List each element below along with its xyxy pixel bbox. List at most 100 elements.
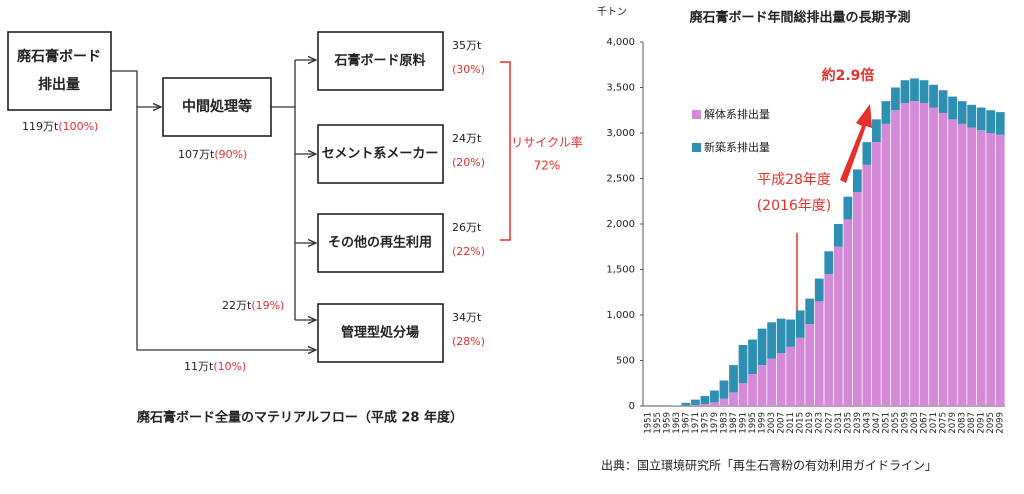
amount: 119万t: [22, 120, 59, 133]
node-label: 中間処理等: [182, 98, 252, 115]
x-tick-label: 1979: [710, 412, 720, 434]
x-tick-label: 2023: [815, 412, 825, 434]
x-tick-label: 1963: [672, 412, 682, 434]
x-tick-label: 2039: [853, 412, 863, 434]
node-box: [162, 77, 272, 137]
amount: 107万t: [178, 148, 215, 161]
node-label: 廃石膏ボード: [17, 48, 101, 65]
legend-swatch: [692, 143, 701, 152]
x-tick-label: 2019: [805, 412, 815, 434]
bar-segment: [929, 107, 938, 407]
flow-diagram: 廃石膏ボード 排出量 119万t(100%) 中間処理等 107万t(90%) …: [7, 31, 583, 426]
bar-segment: [948, 96, 957, 120]
bar-segment: [833, 246, 843, 406]
bar-segment: [910, 101, 919, 407]
x-tick-label: 2011: [786, 412, 796, 434]
x-tick-label: 1971: [691, 412, 701, 434]
output-nodes: 石膏ボード原料 35万t (30%) セメント系メーカー 24万t (20%) その他の再生…: [317, 31, 485, 363]
bar-segment: [910, 78, 919, 102]
x-tick-label: 1955: [653, 412, 663, 434]
bar-segment: [757, 365, 767, 406]
flow-label: 11万t(10%): [184, 360, 246, 373]
share: (19%): [251, 299, 284, 312]
recycle-value: 72%: [534, 159, 561, 173]
bar-segment: [691, 399, 700, 406]
bar-segment: [957, 101, 967, 124]
y-unit: 千トン: [597, 6, 627, 18]
x-tick-label: 2095: [986, 412, 996, 434]
bar-segment: [814, 278, 824, 302]
bar-segment: [738, 383, 748, 406]
bar-segment: [872, 119, 881, 143]
bar-segment: [681, 402, 691, 406]
x-tick-label: 1995: [748, 412, 758, 434]
bar-segment: [833, 224, 843, 247]
y-tick-label: 4,000: [606, 37, 635, 48]
node-box: [317, 213, 444, 273]
bar-segment: [719, 398, 729, 406]
x-tick-label: 1999: [758, 412, 768, 434]
bar-segment: [748, 339, 757, 375]
x-tick-label: 1967: [681, 412, 691, 434]
bar-segment: [976, 130, 986, 406]
annotation: 約2.9倍: [822, 67, 875, 84]
bar-segment: [957, 123, 967, 407]
amount: 24万t: [452, 132, 482, 145]
y-tick-label: 500: [616, 356, 635, 367]
share: (10%): [213, 360, 246, 373]
bar-segment: [862, 164, 872, 406]
bar-segment: [700, 395, 710, 405]
amount: 34万t: [452, 311, 482, 324]
bar-segment: [881, 123, 891, 407]
bar-segment: [900, 102, 910, 406]
bar-segment: [786, 319, 796, 347]
x-tick-label: 2079: [948, 412, 958, 434]
x-tick-label: 1975: [700, 412, 710, 434]
bar-segment: [872, 142, 881, 406]
legend-label: 解体系排出量: [704, 107, 770, 121]
source-note: 出典：国立環境研究所「再生石膏粉の有効利用ガイドライン」: [601, 458, 937, 473]
bar-segment: [919, 102, 929, 406]
amount-label: 107万t(90%): [178, 148, 247, 161]
chart-title: 廃石膏ボード年間総排出量の長期予測: [688, 10, 910, 26]
x-tick-label: 2007: [777, 412, 787, 434]
bar-segment: [986, 110, 996, 133]
node-label: 石膏ボード原料: [333, 53, 425, 69]
bar-segment: [795, 310, 805, 338]
x-tick-label: 1987: [729, 412, 739, 434]
x-tick-label: 2003: [767, 412, 777, 434]
x-tick-label: 2035: [843, 412, 853, 434]
bar-segment: [967, 104, 977, 128]
x-tick-label: 2043: [862, 412, 872, 434]
x-tick-label: 2071: [929, 412, 939, 434]
bar-segment: [862, 142, 872, 165]
share: (90%): [214, 148, 247, 161]
y-tick-label: 2,500: [606, 174, 635, 185]
node-label: その他の再生利用: [328, 235, 432, 251]
bar-segment: [881, 101, 891, 124]
bar-segment: [805, 324, 815, 406]
bar-segment: [852, 192, 862, 406]
share: (100%): [58, 120, 98, 133]
bar-segment: [995, 134, 1005, 406]
x-tick-label: 2075: [939, 412, 949, 434]
bar-segment: [852, 169, 862, 193]
annotation: 平成28年度: [757, 172, 831, 188]
bar-segment: [843, 219, 853, 406]
bar-segment: [929, 84, 938, 108]
y-tick-label: 3,500: [606, 83, 635, 94]
bar-segment: [976, 107, 986, 131]
x-tick-label: 2051: [881, 412, 891, 434]
x-tick-label: 2067: [920, 412, 930, 434]
node-box: [317, 124, 444, 184]
bar-segment: [814, 301, 824, 406]
bar-segment: [729, 365, 738, 393]
bar-segment: [995, 112, 1005, 135]
amount: 35万t: [452, 39, 482, 52]
x-tick-label: 1983: [719, 412, 729, 434]
bar-segment: [738, 345, 748, 384]
y-tick-label: 2,000: [606, 219, 635, 230]
bar-segment: [891, 87, 900, 111]
bar-segment: [986, 133, 996, 406]
